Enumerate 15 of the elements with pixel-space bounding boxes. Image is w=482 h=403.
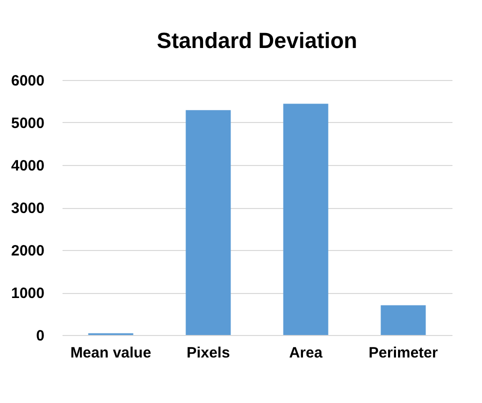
x-tick-label: Mean value xyxy=(70,344,152,362)
bar xyxy=(283,104,328,335)
y-tick-label: 3000 xyxy=(11,200,44,217)
y-tick-label: 4000 xyxy=(11,158,44,174)
y-tick-label: 2000 xyxy=(11,242,44,260)
y-tick-label: 0 xyxy=(36,328,44,344)
y-tick-label: 1000 xyxy=(11,285,44,302)
y-tick-label: 6000 xyxy=(11,72,44,90)
x-tick-label: Pixels xyxy=(186,344,230,362)
x-tick-label: Perimeter xyxy=(368,344,438,362)
bar xyxy=(186,110,231,335)
chart-title: Standard Deviation xyxy=(156,28,358,53)
y-tick-label: 5000 xyxy=(11,115,44,132)
x-tick-label: Area xyxy=(289,344,324,362)
bar xyxy=(380,305,426,335)
